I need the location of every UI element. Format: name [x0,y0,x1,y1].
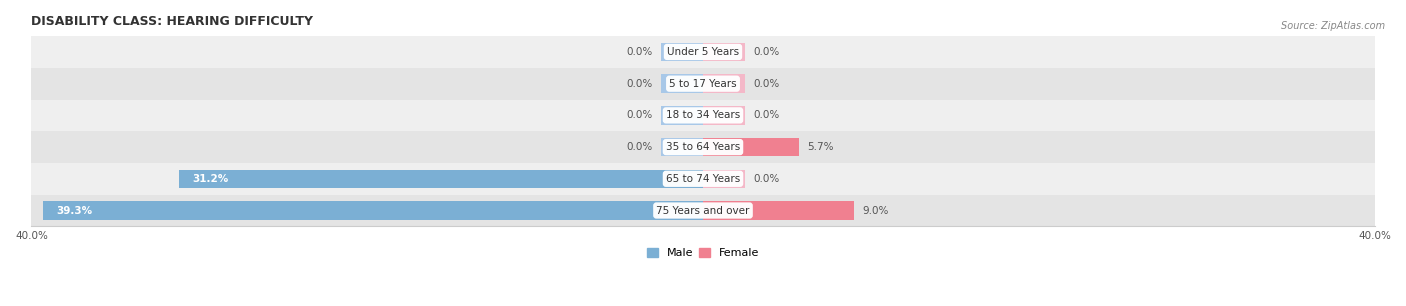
Bar [703,74,745,93]
Text: 0.0%: 0.0% [754,110,779,120]
Text: 39.3%: 39.3% [56,206,93,215]
Bar [703,201,853,220]
Bar [703,170,745,188]
Bar [661,106,703,125]
Legend: Male, Female: Male, Female [643,243,763,263]
Text: 0.0%: 0.0% [754,79,779,89]
Text: 0.0%: 0.0% [754,47,779,57]
Bar [661,138,703,156]
Bar [31,163,1375,195]
Text: DISABILITY CLASS: HEARING DIFFICULTY: DISABILITY CLASS: HEARING DIFFICULTY [31,15,314,28]
Text: 0.0%: 0.0% [627,47,652,57]
Bar [31,195,1375,226]
Text: 65 to 74 Years: 65 to 74 Years [666,174,740,184]
Text: 75 Years and over: 75 Years and over [657,206,749,215]
Bar [179,170,703,188]
Bar [661,74,703,93]
Text: 5.7%: 5.7% [807,142,834,152]
Text: 0.0%: 0.0% [754,174,779,184]
Bar [31,131,1375,163]
Bar [703,43,745,61]
Text: Source: ZipAtlas.com: Source: ZipAtlas.com [1281,21,1385,32]
Bar [703,106,745,125]
Text: 35 to 64 Years: 35 to 64 Years [666,142,740,152]
Bar [31,68,1375,99]
Text: 18 to 34 Years: 18 to 34 Years [666,110,740,120]
Text: 0.0%: 0.0% [627,79,652,89]
Bar [31,36,1375,68]
Bar [31,99,1375,131]
Bar [661,43,703,61]
Text: 5 to 17 Years: 5 to 17 Years [669,79,737,89]
Text: Under 5 Years: Under 5 Years [666,47,740,57]
Text: 0.0%: 0.0% [627,110,652,120]
Bar [44,201,703,220]
Text: 9.0%: 9.0% [862,206,889,215]
Text: 0.0%: 0.0% [627,142,652,152]
Text: 31.2%: 31.2% [193,174,229,184]
Bar [703,138,799,156]
